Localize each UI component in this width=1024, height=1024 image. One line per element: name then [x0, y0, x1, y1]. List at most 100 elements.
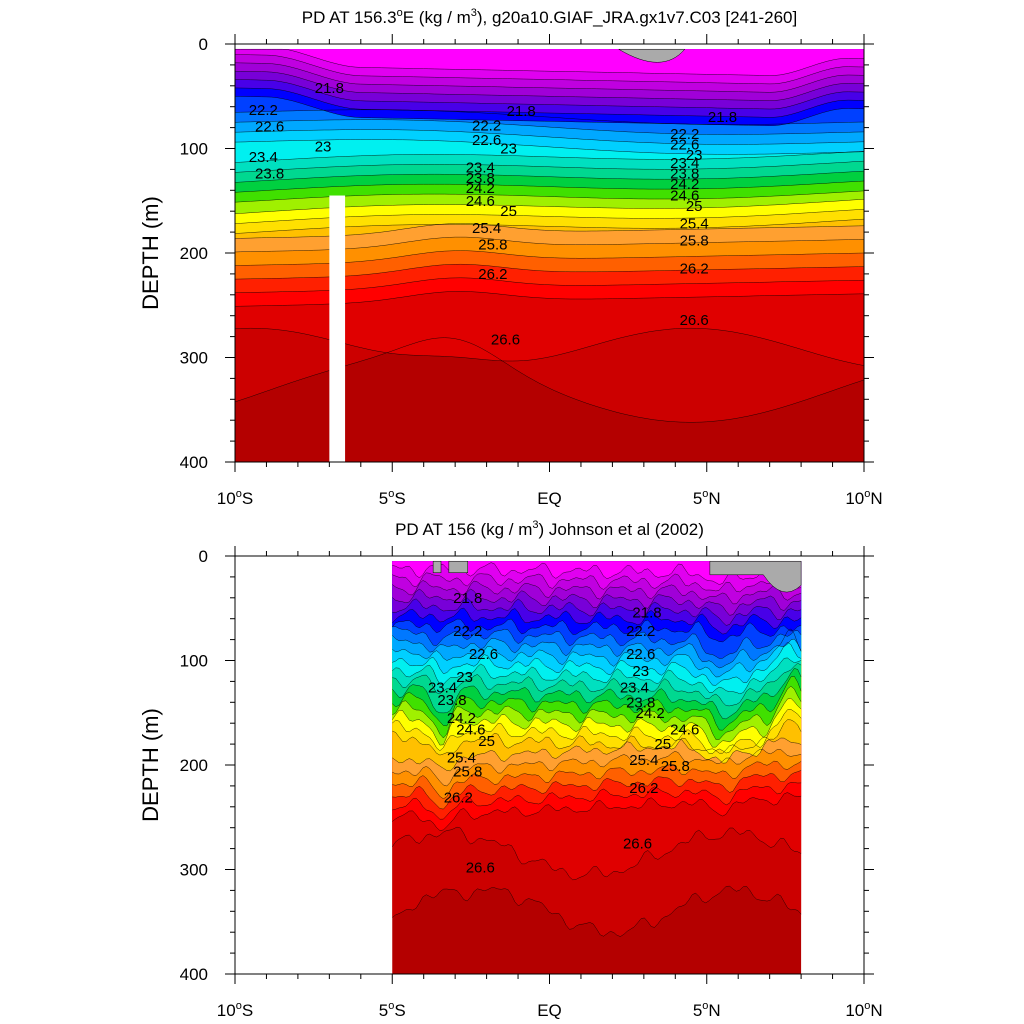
x-tick-label: 5oS: [379, 488, 406, 508]
contour-label: 24.2: [466, 180, 495, 197]
x-tick-label: 5oS: [379, 1000, 406, 1020]
contour-label: 23.8: [626, 694, 655, 711]
contour-line: [392, 826, 802, 881]
contour-label: 21.8: [315, 80, 344, 97]
y-tick-label: 100: [180, 652, 208, 671]
contour-label: 24.6: [456, 721, 485, 738]
contour-label: 22.2: [626, 623, 655, 640]
contour-label: 22.2: [472, 118, 501, 135]
contour-label: 25.8: [453, 763, 482, 780]
y-axis: 0 100 200 300 400 DEPTH (m): [138, 547, 874, 984]
x-axis: 10oS 5oS EQ 5oN 10oN: [217, 34, 883, 508]
chart-title: PD AT 156.3oE (kg / m3), g20a10.GIAF_JRA…: [302, 7, 797, 27]
contour-label: 21.8: [453, 590, 482, 607]
contour-label: 23: [315, 138, 332, 155]
contour-line: [392, 719, 802, 764]
contour-line: [234, 70, 865, 101]
contour-label: 26.2: [680, 261, 709, 278]
contour-label: 23.4: [670, 155, 699, 172]
contour-lines: [392, 562, 802, 937]
contour-line: [392, 792, 802, 831]
contour-label: 25.4: [680, 216, 709, 233]
contour-line: [234, 119, 865, 135]
y-axis-label: DEPTH (m): [138, 708, 163, 822]
y-axis: 0 100 200 300 400 DEPTH (m): [138, 35, 874, 472]
contour-label: 21.8: [632, 604, 661, 621]
x-tick-label: 5oN: [693, 488, 721, 508]
contour-label: 25.8: [661, 758, 690, 775]
contour-line: [234, 96, 865, 126]
contour-label: 26.2: [478, 266, 507, 283]
contour-label: 25: [478, 733, 495, 750]
y-tick-label: 400: [180, 453, 208, 472]
contour-line: [234, 79, 865, 110]
x-tick-label: 10oN: [845, 1000, 882, 1020]
contour-line: [234, 180, 865, 193]
contour-label: 22.2: [249, 102, 278, 119]
contour-line: [392, 885, 802, 937]
contour-line: [234, 109, 865, 125]
x-tick-label: 10oN: [845, 488, 882, 508]
chart-title: PD AT 156 (kg / m3) Johnson et al (2002): [395, 519, 704, 539]
contour-line: [392, 626, 802, 659]
contour-label: 26.6: [491, 332, 520, 349]
y-tick-label: 200: [180, 756, 208, 775]
contour-line: [234, 62, 865, 93]
land-mask: [709, 560, 802, 593]
contour-label: 25: [654, 736, 671, 753]
y-tick-label: 300: [180, 861, 208, 880]
land-mask: [448, 560, 468, 573]
contour-lines: [234, 48, 865, 423]
contour-line: [392, 781, 802, 820]
contour-line: [234, 160, 865, 173]
x-tick-label: 10oS: [217, 488, 253, 508]
y-tick-label: 200: [180, 244, 208, 263]
contour-label: 23.8: [437, 692, 466, 709]
contour-line: [392, 588, 802, 616]
contour-line: [392, 635, 802, 669]
contour-line: [392, 709, 802, 754]
land-mask: [432, 560, 442, 573]
contour-line: [235, 48, 865, 76]
contour-line: [392, 580, 802, 605]
contour-label: 23: [456, 669, 473, 686]
contour-line: [392, 618, 802, 643]
contour-label: 24.2: [636, 705, 665, 722]
contour-label: 25.8: [680, 232, 709, 249]
contour-label: 23: [686, 147, 703, 164]
contour-line: [392, 572, 802, 593]
contour-line: [234, 129, 865, 145]
contour-band: [392, 561, 802, 585]
contour-label: 23.4: [466, 159, 495, 176]
y-tick-label: 400: [180, 965, 208, 984]
contour-fills: [235, 49, 864, 462]
y-tick-label: 0: [199, 35, 208, 54]
contour-label: 24.2: [670, 176, 699, 193]
y-tick-label: 0: [199, 547, 208, 566]
contour-line: [392, 668, 802, 720]
contour-label: 26.6: [680, 312, 709, 329]
contour-line: [392, 628, 802, 678]
contour-label: 23.4: [249, 149, 278, 166]
contour-label: 22.2: [670, 126, 699, 143]
land-mask: [617, 48, 686, 63]
y-axis-label: DEPTH (m): [138, 196, 163, 310]
contour-label: 22.2: [453, 623, 482, 640]
x-axis: 10oS 5oS EQ 5oN 10oN: [217, 546, 883, 1020]
contour-line: [392, 675, 802, 731]
contour-line: [392, 597, 802, 626]
contour-line: [234, 87, 865, 118]
panel-top: 21.821.8 21.822.222.2 22.222.622.6 22.623 23…: [138, 7, 883, 508]
y-tick-label: 300: [180, 349, 208, 368]
contour-label: 24.6: [466, 193, 495, 210]
contour-label: 21.8: [708, 109, 737, 126]
contour-label: 22.6: [255, 119, 284, 136]
contour-label: 26.6: [623, 835, 652, 852]
contour-label: 24.6: [670, 721, 699, 738]
contour-fills: [392, 561, 802, 974]
contour-label: 21.8: [507, 103, 536, 120]
contour-label: 23.8: [255, 166, 284, 183]
